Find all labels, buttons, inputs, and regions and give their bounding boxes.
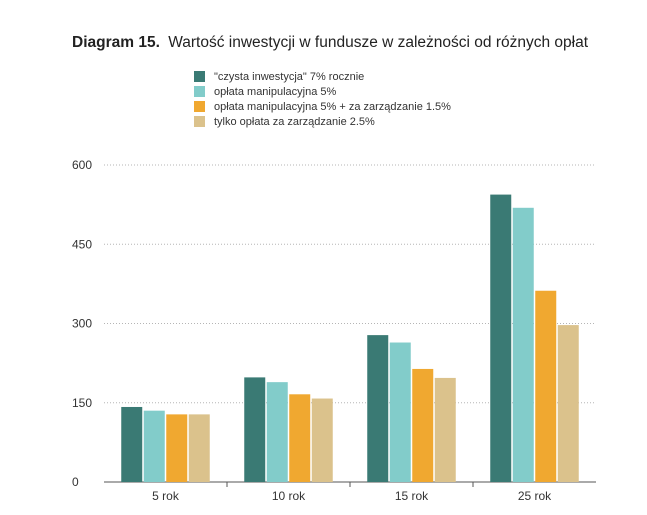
y-tick-label: 600 [72, 158, 92, 172]
bar [244, 377, 266, 482]
legend-swatch-manipulacyjna-zarzadzanie [194, 101, 205, 112]
chart-title: Diagram 15. Wartość inwestycji w fundusz… [72, 34, 588, 52]
bar [512, 207, 534, 483]
bar [412, 368, 434, 482]
bar [166, 414, 188, 482]
y-tick-label: 300 [72, 317, 92, 331]
bar [143, 410, 165, 482]
legend-label-czysta: "czysta inwestycja" 7% rocznie [214, 70, 365, 83]
chart-legend: "czysta inwestycja" 7% rocznie opłata ma… [194, 69, 451, 129]
legend-swatch-czysta [194, 71, 205, 82]
bar [389, 342, 411, 482]
y-tick-label: 150 [72, 396, 92, 410]
chart-title-text: Wartość inwestycji w fundusze w zależnoś… [168, 34, 589, 51]
y-tick-label: 450 [72, 237, 92, 251]
bar [535, 290, 557, 482]
legend-swatch-zarzadzanie [194, 116, 205, 127]
legend-label-manipulacyjna: opłata manipulacyjna 5% [214, 85, 337, 98]
legend-label-manipulacyjna-zarzadzanie: opłata manipulacyjna 5% + za zarządzanie… [214, 100, 451, 113]
bar [121, 406, 143, 482]
bar [557, 325, 579, 482]
legend-item-czysta: "czysta inwestycja" 7% rocznie [194, 69, 451, 84]
legend-item-manipulacyjna: opłata manipulacyjna 5% [194, 84, 451, 99]
bar [289, 394, 311, 482]
y-tick-label: 0 [72, 475, 79, 489]
legend-label-zarzadzanie: tylko opłata za zarządzanie 2.5% [214, 115, 375, 128]
x-tick-label: 15 rok [395, 489, 429, 503]
bar [367, 335, 389, 482]
bar [490, 194, 512, 482]
x-tick-label: 25 rok [518, 489, 552, 503]
legend-swatch-manipulacyjna [194, 86, 205, 97]
bar [434, 377, 456, 482]
legend-item-zarzadzanie: tylko opłata za zarządzanie 2.5% [194, 114, 451, 129]
bar [266, 382, 288, 482]
bar [188, 414, 210, 482]
legend-item-manipulacyjna-zarzadzanie: opłata manipulacyjna 5% + za zarządzanie… [194, 99, 451, 114]
x-tick-label: 10 rok [272, 489, 306, 503]
bar [311, 398, 333, 482]
x-tick-label: 5 rok [152, 489, 180, 503]
chart-title-prefix: Diagram 15. [72, 34, 160, 51]
